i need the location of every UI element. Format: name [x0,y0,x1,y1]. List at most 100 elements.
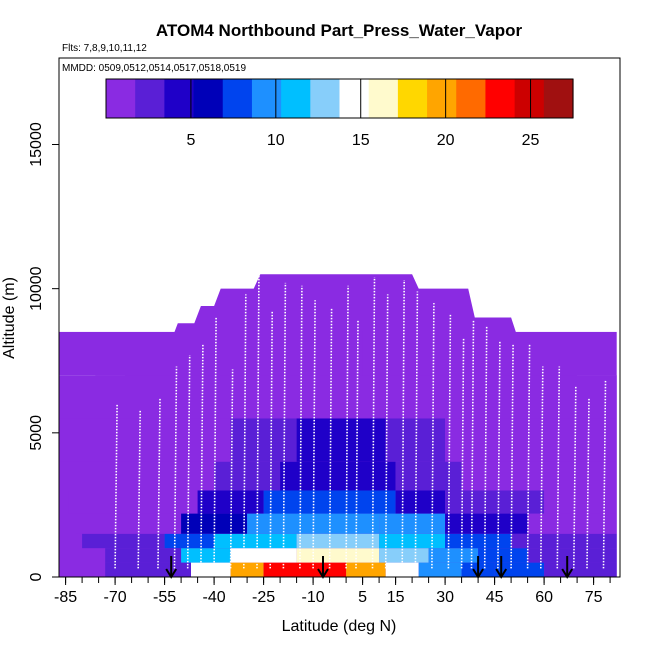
heatmap-cell [296,548,380,563]
heatmap-cell [418,562,462,577]
x-tick-label: -70 [104,589,127,606]
colorbar-ticks: 5 10 15 20 25 [186,79,540,149]
heatmap-cell [511,533,617,549]
colorbar-tick-label: 5 [186,132,195,149]
profile-line [137,409,141,569]
profile-line [328,308,333,569]
x-tick-label: 5 [358,589,367,606]
heatmap-cell [214,533,297,549]
colorbar-segment [514,79,545,118]
profile-line [114,403,118,569]
profile-line [371,277,376,569]
heatmap-cell [494,562,545,577]
colorbar-tick-label: 15 [352,132,370,149]
profile-line [157,398,161,569]
heatmap-cell [230,548,297,563]
heatmap-cell [230,418,297,462]
heatmap-cell [263,562,347,577]
heatmap-cell [544,562,617,577]
heatmap-cell [296,418,386,462]
x-tick-label: 75 [585,589,603,606]
x-tick-label: -85 [54,589,77,606]
heatmap-cell [527,513,617,534]
profile-line [269,311,273,569]
profile-line [282,282,287,569]
heatmap-cell [445,513,528,534]
colorbar-segment [281,79,311,118]
heatmap-cell [59,331,314,376]
profile-line [355,320,359,569]
colorbar-segments [106,79,574,118]
colorbar-segment [164,79,195,118]
x-axis: -85 -70 -55 -40 -25 -10 5 15 30 45 60 75 [54,577,611,606]
profiles-layer [114,262,607,569]
plot-frame [58,57,621,578]
profile-line [586,398,590,569]
profile-line [431,303,435,569]
y-axis: 0 5000 10000 15000 [28,122,59,581]
colorbar-segment [251,79,282,118]
heatmap-cell [461,461,617,491]
heatmap-cell [346,562,386,577]
profile-line [243,294,247,569]
heatmap-cell [191,562,231,577]
colorbar-segment [485,79,516,118]
colorbar-frame [105,78,574,119]
heatmap-cell [445,533,512,549]
x-tick-label: -40 [203,589,226,606]
profile-line [602,380,607,569]
x-tick-label: 60 [535,589,553,606]
profile-line [526,343,531,569]
heatmap-cell [313,331,363,376]
colorbar-segment [106,79,136,118]
profile-line [556,366,561,569]
colorbar: 5 10 15 20 25 [105,78,574,149]
profile-line [497,340,501,569]
heatmap-cell [214,461,281,491]
heatmap-cell [105,562,191,577]
colorbar-segment [339,79,370,118]
heatmap-cell [59,461,215,491]
colorbar-segment [543,79,574,118]
heatmap-cell [59,375,281,419]
heatmap-cell [82,533,165,549]
x-tick-label: -25 [252,589,275,606]
heatmap-cell [527,548,617,563]
colorbar-segment [222,79,253,118]
heatmap-cell [75,513,182,534]
heatmap-cell [68,490,198,514]
dates-label: MMDD: 0509,0512,0514,0517,0518,0519 [62,63,246,74]
profile-line [540,366,544,569]
profile-line [483,326,488,569]
heatmap-cell [105,548,182,563]
flights-label: Flts: 7,8,9,10,11,12 [62,43,147,54]
colorbar-segment [368,79,399,118]
heatmap-cell [445,490,545,514]
profile-line [401,280,405,569]
heatmap-cell [164,533,215,549]
profile-line [510,343,514,569]
profile-line [384,294,389,569]
colorbar-tick-label: 20 [437,132,455,149]
heatmap-cell [280,375,380,419]
heatmap-cell [362,331,617,376]
x-tick-label: 30 [436,589,454,606]
profile-line [186,354,191,569]
profile-line [299,285,303,569]
colorbar-segment [193,79,224,118]
colorbar-segment [310,79,341,118]
plot-area [59,262,617,577]
heatmap-cell [247,513,314,534]
heatmap-cell [478,548,528,563]
cells-layer [59,331,617,577]
profile-line [414,291,419,569]
colorbar-tick-label: 25 [522,132,540,149]
y-tick-label: 0 [28,572,45,581]
colorbar-segment [397,79,428,118]
heatmap-cell [379,533,446,549]
profile-line [447,314,452,569]
profile-line [229,369,234,569]
colorbar-segment [456,79,487,118]
heatmap-cell [379,375,617,419]
